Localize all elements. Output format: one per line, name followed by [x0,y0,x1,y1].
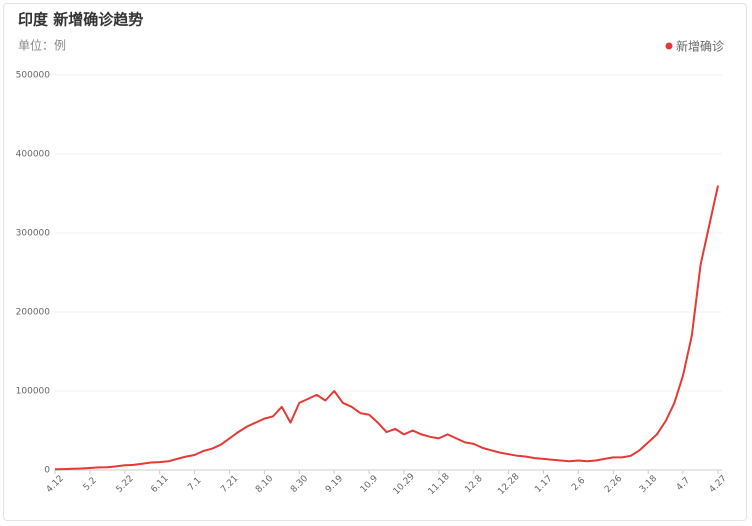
x-tick-label: 12.28 [496,472,521,497]
y-tick-label: 200000 [16,308,51,318]
x-tick-label: 2.26 [603,474,624,495]
x-tick-label: 7.1 [186,476,203,493]
x-tick-label: 2.6 [570,476,587,493]
line [54,185,719,471]
chart-title: 印度 新增确诊趋势 [18,11,143,29]
x-tick-label: 3.18 [638,474,659,495]
y-tick-label: 300000 [16,229,51,239]
x-tick-label: 10.29 [392,472,417,497]
x-tick-label: 12.8 [463,474,484,495]
card [3,3,747,521]
x-tick-label: 6.11 [149,474,170,495]
x-tick-label: 10.9 [359,474,380,495]
y-tick-label: 500000 [16,71,51,81]
x-tick-label: 4.12 [45,474,66,495]
x-tick-label: 11.18 [427,472,452,497]
x-tick-label: 7.21 [219,474,240,495]
x-tick-label: 5.22 [115,474,136,495]
y-tick-label: 0 [44,466,50,476]
y-tick-label: 400000 [16,150,51,160]
x-tick-label: 4.27 [708,474,729,495]
legend-marker [665,42,673,50]
x-tick-label: 5.2 [82,476,99,493]
y-tick-label: 100000 [16,387,51,397]
x-tick-label: 8.30 [289,474,310,495]
x-tick-label: 8.10 [254,474,275,495]
chart-subtitle: 单位：例 [18,38,66,53]
x-tick-label: 9.19 [324,474,345,495]
x-tick-label: 4.7 [675,476,692,493]
x-tick-label: 1.17 [533,474,554,495]
legend-label: 新增确诊 [676,39,724,54]
